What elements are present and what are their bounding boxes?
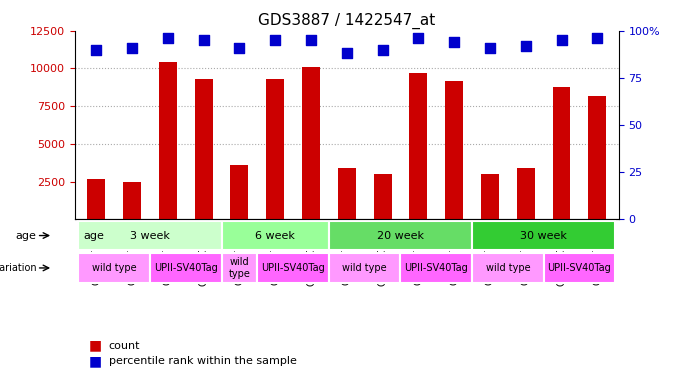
Point — [126, 45, 137, 51]
Point — [198, 37, 209, 43]
Text: age: age — [16, 230, 37, 240]
Bar — [194, 79, 213, 219]
Text: UPII-SV40Tag: UPII-SV40Tag — [405, 263, 468, 273]
Point — [163, 35, 173, 41]
Text: 6 week: 6 week — [255, 230, 295, 240]
Title: GDS3887 / 1422547_at: GDS3887 / 1422547_at — [258, 13, 435, 29]
FancyBboxPatch shape — [543, 253, 615, 283]
Bar — [302, 67, 320, 219]
FancyBboxPatch shape — [329, 221, 472, 250]
Bar — [267, 79, 284, 219]
FancyBboxPatch shape — [78, 221, 222, 250]
Point — [377, 46, 388, 53]
Bar — [373, 174, 392, 219]
Text: genotype/variation: genotype/variation — [0, 263, 37, 273]
Text: count: count — [109, 341, 140, 351]
FancyBboxPatch shape — [222, 253, 257, 283]
Bar — [517, 168, 534, 219]
Point — [449, 39, 460, 45]
Bar — [445, 81, 463, 219]
Text: UPII-SV40Tag: UPII-SV40Tag — [547, 263, 611, 273]
Bar — [338, 168, 356, 219]
Point — [520, 43, 531, 49]
Text: percentile rank within the sample: percentile rank within the sample — [109, 356, 296, 366]
Text: 3 week: 3 week — [130, 230, 170, 240]
FancyBboxPatch shape — [78, 253, 150, 283]
Bar — [481, 174, 499, 219]
Point — [305, 37, 316, 43]
Point — [91, 46, 102, 53]
FancyBboxPatch shape — [472, 221, 615, 250]
Text: wild
type: wild type — [228, 257, 250, 279]
Text: 20 week: 20 week — [377, 230, 424, 240]
Text: ■: ■ — [88, 354, 101, 368]
Text: wild type: wild type — [92, 263, 137, 273]
Text: 30 week: 30 week — [520, 230, 567, 240]
FancyBboxPatch shape — [257, 253, 329, 283]
Bar — [123, 182, 141, 219]
Text: ■: ■ — [88, 339, 101, 353]
Point — [556, 37, 567, 43]
FancyBboxPatch shape — [222, 221, 329, 250]
Text: wild type: wild type — [486, 263, 530, 273]
Point — [413, 35, 424, 41]
Bar — [159, 63, 177, 219]
FancyBboxPatch shape — [329, 253, 401, 283]
Point — [592, 35, 602, 41]
Point — [270, 37, 281, 43]
Bar — [87, 179, 105, 219]
Bar — [409, 73, 427, 219]
Bar — [553, 86, 571, 219]
Text: age: age — [84, 230, 105, 240]
Text: UPII-SV40Tag: UPII-SV40Tag — [261, 263, 325, 273]
Bar — [588, 96, 607, 219]
FancyBboxPatch shape — [472, 253, 543, 283]
Text: wild type: wild type — [343, 263, 387, 273]
Point — [341, 50, 352, 56]
FancyBboxPatch shape — [401, 253, 472, 283]
Bar — [231, 165, 248, 219]
Point — [485, 45, 496, 51]
Text: UPII-SV40Tag: UPII-SV40Tag — [154, 263, 218, 273]
FancyBboxPatch shape — [150, 253, 222, 283]
Point — [234, 45, 245, 51]
